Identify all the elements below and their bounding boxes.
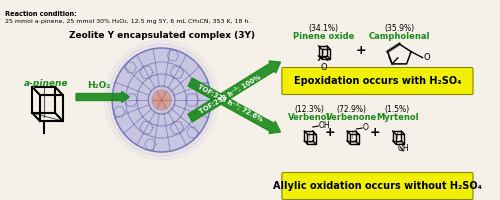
Text: OH: OH xyxy=(318,120,330,130)
Text: Verbenone: Verbenone xyxy=(326,113,378,122)
FancyArrow shape xyxy=(188,61,280,122)
Circle shape xyxy=(112,48,211,152)
Text: Allylic oxidation occurs without H₂SO₄: Allylic oxidation occurs without H₂SO₄ xyxy=(273,181,482,191)
FancyBboxPatch shape xyxy=(282,172,473,200)
Text: Pinene oxide: Pinene oxide xyxy=(292,32,354,41)
Text: OH: OH xyxy=(398,144,409,153)
Text: Reaction condition:: Reaction condition: xyxy=(5,11,76,17)
Text: O: O xyxy=(321,62,328,72)
Text: Verbenol: Verbenol xyxy=(288,113,331,122)
Text: Myrtenol: Myrtenol xyxy=(376,113,418,122)
Text: TOF:323 h⁻¹: 72.6%: TOF:323 h⁻¹: 72.6% xyxy=(197,83,264,123)
Text: a-pinene: a-pinene xyxy=(24,79,68,88)
Circle shape xyxy=(156,94,168,106)
Text: (12.3%): (12.3%) xyxy=(294,105,324,114)
Circle shape xyxy=(108,44,215,156)
Circle shape xyxy=(112,48,211,152)
Text: (35.9%): (35.9%) xyxy=(384,24,414,33)
Circle shape xyxy=(152,90,171,110)
Text: (1.5%): (1.5%) xyxy=(385,105,410,114)
FancyArrow shape xyxy=(76,92,130,102)
Text: H₂O₂: H₂O₂ xyxy=(87,81,110,90)
Text: O: O xyxy=(424,53,430,62)
Text: (34.1%): (34.1%) xyxy=(308,24,338,33)
Text: Campholenal: Campholenal xyxy=(368,32,430,41)
Text: (72.9%): (72.9%) xyxy=(337,105,367,114)
FancyArrow shape xyxy=(188,78,280,134)
Text: +: + xyxy=(356,44,366,56)
Circle shape xyxy=(104,40,218,160)
Text: +: + xyxy=(370,127,380,140)
Text: TOF:298 h⁻¹: 100%: TOF:298 h⁻¹: 100% xyxy=(199,74,262,114)
Text: O: O xyxy=(362,122,368,132)
Text: +: + xyxy=(325,127,336,140)
FancyBboxPatch shape xyxy=(282,68,473,95)
Text: Epoxidation occurs with H₂SO₄: Epoxidation occurs with H₂SO₄ xyxy=(294,76,461,86)
Text: 25 mmol a-pinene, 25 mmol 30% H₂O₂, 12.5 mg 5Y, 6 mL CH₃CN, 353 K, 18 h.: 25 mmol a-pinene, 25 mmol 30% H₂O₂, 12.5… xyxy=(5,20,250,24)
Text: Zeolite Y encapsulated complex (3Y): Zeolite Y encapsulated complex (3Y) xyxy=(68,30,254,40)
